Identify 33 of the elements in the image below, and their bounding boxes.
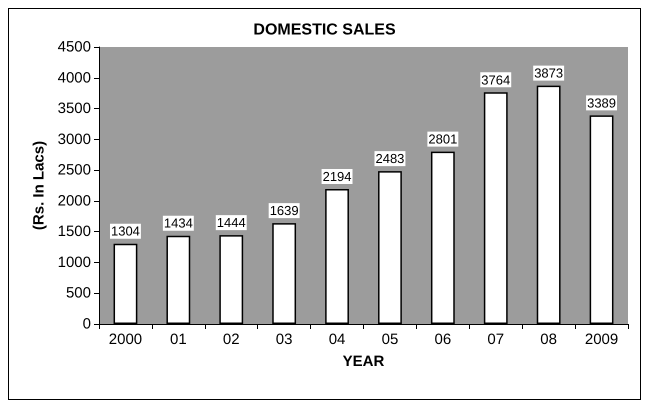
- data-label: 1434: [164, 216, 193, 231]
- data-label: 1304: [110, 224, 140, 239]
- x-tick-label: 07: [487, 331, 504, 348]
- data-label: 2801: [428, 132, 458, 147]
- data-label: 3764: [481, 72, 510, 88]
- y-tick-label: 3000: [58, 130, 91, 148]
- x-tick-label: 08: [540, 331, 557, 348]
- data-label: 1444: [216, 215, 246, 230]
- data-label: 3873: [534, 66, 564, 81]
- x-tick-label: 2009: [584, 331, 618, 348]
- x-tick-label: 03: [276, 331, 292, 348]
- x-tick-label: 2000: [108, 331, 142, 348]
- x-tick-label: 06: [434, 331, 452, 348]
- y-tick-label: 1000: [58, 254, 91, 271]
- y-tick-label: 4500: [58, 38, 91, 56]
- y-tick-label: 500: [66, 284, 91, 302]
- y-tick-label: 2000: [58, 192, 91, 210]
- x-tick-label: 02: [222, 331, 240, 348]
- y-tick-label: 3500: [58, 100, 91, 118]
- x-tick-label: 01: [170, 331, 187, 348]
- y-tick-label: 2500: [58, 162, 91, 179]
- data-label: 3389: [587, 95, 616, 110]
- x-axis-title: YEAR: [342, 353, 384, 370]
- y-axis-title: (Rs. In Lacs): [30, 140, 48, 230]
- y-tick-label: 1500: [58, 223, 91, 240]
- y-tick-label: 0: [82, 316, 91, 332]
- x-tick-label: 04: [328, 331, 346, 348]
- chart-title: DOMESTIC SALES: [253, 22, 396, 38]
- y-tick-label: 4000: [58, 69, 91, 86]
- x-tick-label: 05: [382, 331, 398, 348]
- data-label: 2194: [322, 168, 352, 184]
- data-label: 1639: [270, 203, 299, 218]
- data-label: 2483: [375, 151, 404, 166]
